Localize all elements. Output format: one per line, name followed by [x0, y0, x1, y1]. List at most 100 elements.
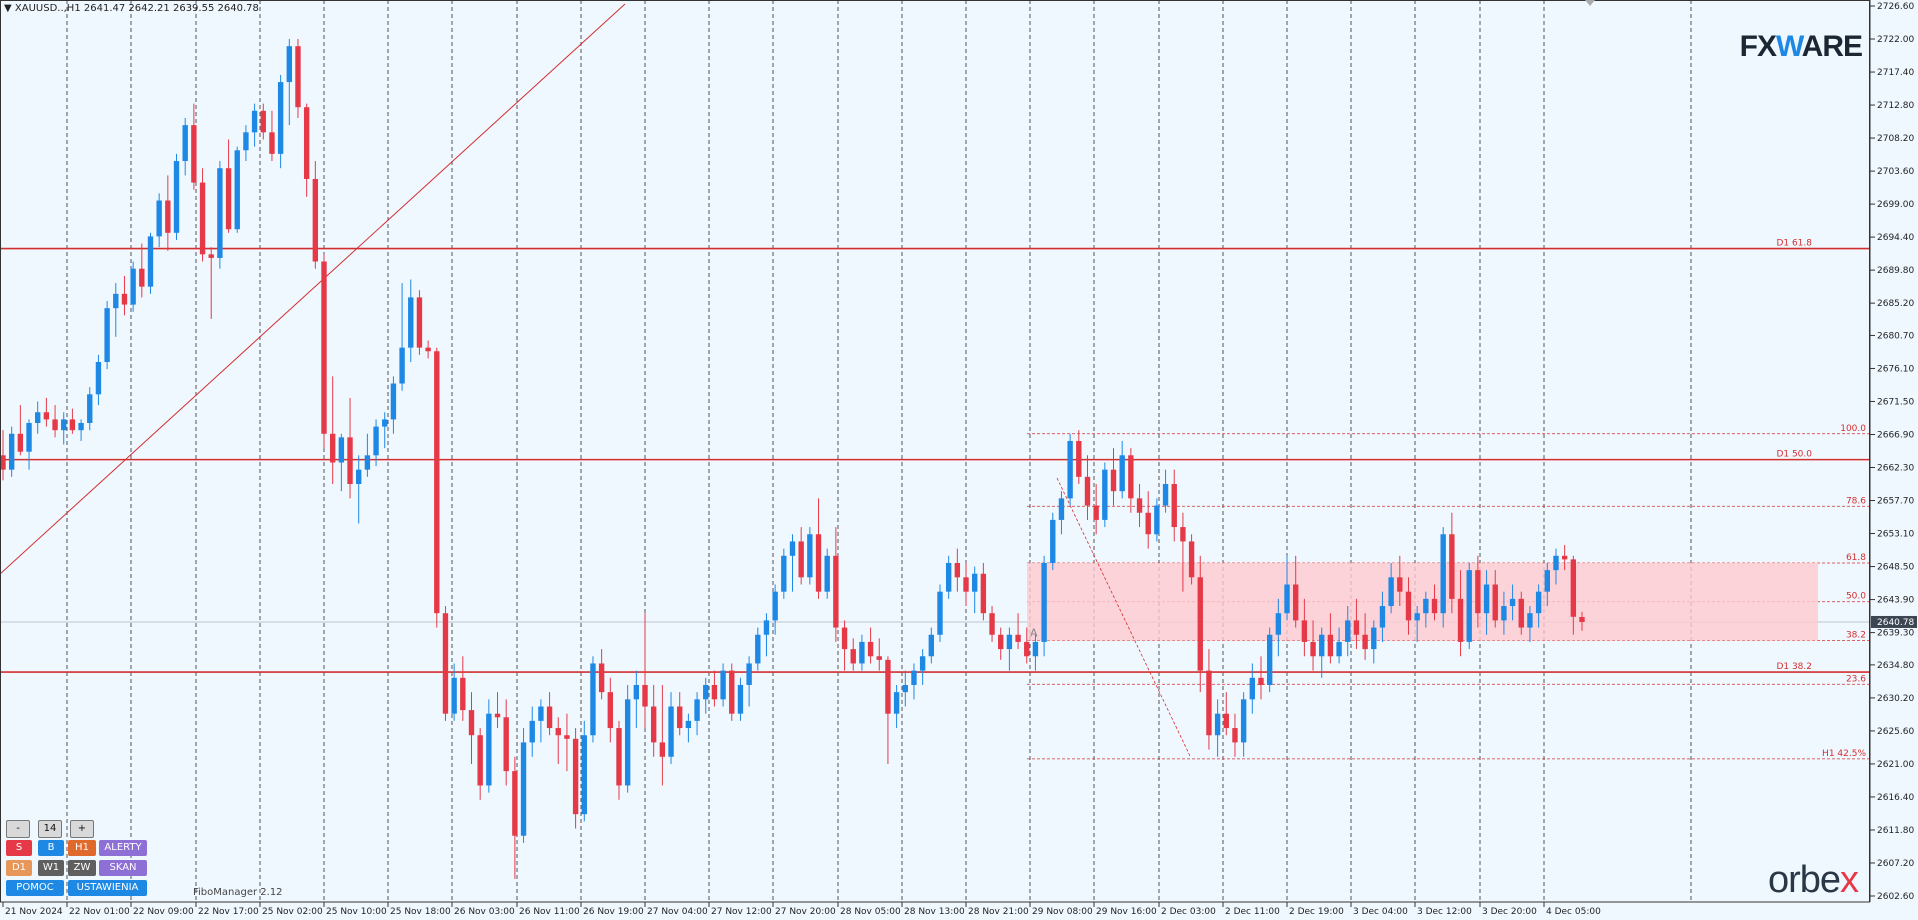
candle-body[interactable] — [442, 613, 449, 714]
candle-body[interactable] — [17, 433, 24, 452]
candle-body[interactable] — [1110, 469, 1117, 492]
candle-body[interactable] — [815, 534, 822, 592]
candle-body[interactable] — [0, 455, 6, 470]
candle-body[interactable] — [520, 742, 527, 836]
candle-body[interactable] — [1492, 584, 1498, 621]
candle-body[interactable] — [69, 419, 76, 431]
candle-body[interactable] — [347, 437, 353, 485]
candle-body[interactable] — [1093, 505, 1099, 520]
candle-body[interactable] — [329, 433, 336, 463]
candle-body[interactable] — [425, 347, 431, 352]
candle-body[interactable] — [1414, 613, 1420, 621]
candle-body[interactable] — [893, 692, 900, 714]
candle-body[interactable] — [1223, 713, 1229, 729]
candle-body[interactable] — [954, 562, 961, 578]
candle-body[interactable] — [650, 706, 657, 743]
candle-body[interactable] — [1553, 555, 1559, 571]
candle-body[interactable] — [217, 168, 223, 258]
candle-body[interactable] — [225, 168, 232, 230]
candle-body[interactable] — [1154, 505, 1160, 535]
candle-body[interactable] — [373, 426, 379, 456]
candle-body[interactable] — [1397, 577, 1403, 592]
candle-body[interactable] — [1232, 728, 1238, 743]
candle-body[interactable] — [1006, 634, 1013, 650]
candle-body[interactable] — [833, 555, 839, 628]
candle-body[interactable] — [460, 677, 466, 711]
candle-body[interactable] — [1388, 577, 1394, 607]
candle-body[interactable] — [546, 706, 553, 729]
candle-body[interactable] — [1579, 617, 1585, 622]
candle-body[interactable] — [937, 591, 943, 635]
candle-body[interactable] — [642, 684, 648, 707]
candle-body[interactable] — [789, 541, 796, 556]
candle-body[interactable] — [598, 663, 605, 693]
candle-body[interactable] — [434, 351, 440, 614]
candle-body[interactable] — [876, 656, 882, 660]
candle-body[interactable] — [35, 412, 41, 424]
candle-body[interactable] — [538, 706, 544, 721]
h1-button[interactable]: H1 — [68, 840, 96, 856]
candle-body[interactable] — [989, 613, 995, 635]
dropdown-arrow-icon[interactable]: ▼ — [4, 3, 12, 14]
candle-body[interactable] — [399, 347, 405, 384]
candle-body[interactable] — [1483, 584, 1490, 614]
candle-body[interactable] — [1449, 534, 1455, 599]
candle-body[interactable] — [243, 132, 249, 151]
sell-button[interactable]: S — [6, 840, 32, 856]
candle-body[interactable] — [1197, 577, 1203, 671]
candle-body[interactable] — [1327, 634, 1334, 657]
candle-body[interactable] — [147, 236, 154, 287]
candle-body[interactable] — [260, 110, 266, 133]
candle-body[interactable] — [43, 412, 50, 420]
candle-body[interactable] — [668, 706, 674, 757]
candle-body[interactable] — [633, 684, 640, 700]
candle-body[interactable] — [382, 419, 388, 427]
candle-body[interactable] — [572, 738, 579, 815]
candle-body[interactable] — [1336, 641, 1342, 657]
candle-body[interactable] — [95, 362, 102, 395]
candle-body[interactable] — [1180, 527, 1186, 542]
candle-body[interactable] — [945, 562, 952, 592]
candle-body[interactable] — [199, 182, 206, 255]
candle-body[interactable] — [919, 656, 926, 671]
candle-body[interactable] — [269, 132, 275, 154]
candle-body[interactable] — [494, 713, 501, 718]
candle-body[interactable] — [581, 735, 587, 815]
zw-button[interactable]: ZW — [68, 860, 96, 876]
candle-body[interactable] — [1319, 634, 1325, 657]
candle-body[interactable] — [859, 641, 865, 664]
candle-body[interactable] — [1475, 570, 1481, 614]
candle-body[interactable] — [624, 699, 631, 786]
candle-body[interactable] — [312, 178, 319, 262]
candle-body[interactable] — [902, 684, 908, 693]
candle-body[interactable] — [139, 268, 145, 287]
candle-body[interactable] — [295, 46, 301, 108]
candle-body[interactable] — [824, 555, 830, 592]
candle-body[interactable] — [928, 634, 935, 657]
candle-body[interactable] — [1041, 562, 1047, 642]
candle-body[interactable] — [1076, 440, 1082, 477]
candle-body[interactable] — [1102, 469, 1108, 520]
candle-body[interactable] — [234, 150, 240, 230]
candle-body[interactable] — [1371, 627, 1377, 650]
candle-body[interactable] — [781, 555, 787, 592]
candle-body[interactable] — [980, 573, 987, 614]
candle-body[interactable] — [1119, 455, 1125, 492]
candle-body[interactable] — [850, 649, 856, 664]
candle-body[interactable] — [104, 308, 110, 362]
candle-body[interactable] — [807, 534, 813, 578]
candle-body[interactable] — [1145, 512, 1151, 535]
candle-body[interactable] — [607, 692, 613, 729]
candle-body[interactable] — [564, 735, 570, 739]
candle-body[interactable] — [1570, 559, 1577, 617]
candle-body[interactable] — [1310, 641, 1316, 657]
candle-body[interactable] — [911, 670, 917, 685]
candle-body[interactable] — [486, 713, 492, 786]
scan-button[interactable]: SKAN — [99, 860, 147, 876]
candle-body[interactable] — [1431, 598, 1438, 614]
d1-button[interactable]: D1 — [6, 860, 32, 876]
candle-body[interactable] — [1535, 591, 1542, 614]
candle-body[interactable] — [963, 577, 969, 592]
candle-body[interactable] — [1293, 584, 1299, 621]
candle-body[interactable] — [113, 293, 119, 309]
